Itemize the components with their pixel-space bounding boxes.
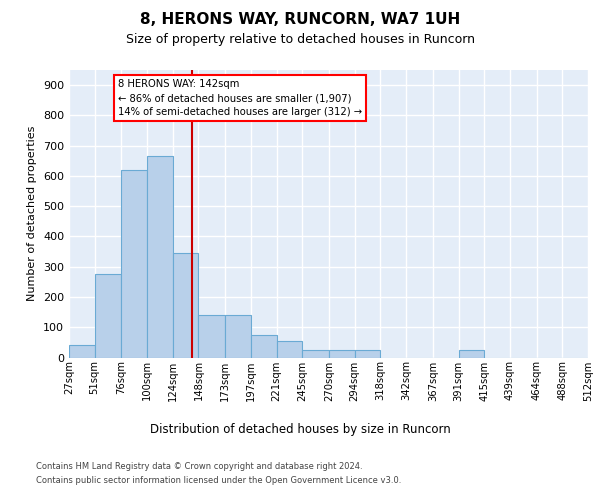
Bar [95,274,121,357]
Text: Contains public sector information licensed under the Open Government Licence v3: Contains public sector information licen… [36,476,401,485]
Text: Size of property relative to detached houses in Runcorn: Size of property relative to detached ho… [125,32,475,46]
Text: 8, HERONS WAY, RUNCORN, WA7 1UH: 8, HERONS WAY, RUNCORN, WA7 1UH [140,12,460,28]
Bar [458,350,484,358]
Bar [251,335,277,357]
Bar [355,350,380,358]
Y-axis label: Number of detached properties: Number of detached properties [28,126,37,302]
Text: Contains HM Land Registry data © Crown copyright and database right 2024.: Contains HM Land Registry data © Crown c… [36,462,362,471]
Bar [302,350,329,358]
Bar [225,315,251,358]
Bar [329,350,355,358]
Bar [121,170,147,358]
Bar [69,346,95,358]
Bar [277,341,302,357]
Text: 8 HERONS WAY: 142sqm
← 86% of detached houses are smaller (1,907)
14% of semi-de: 8 HERONS WAY: 142sqm ← 86% of detached h… [118,79,362,117]
Text: Distribution of detached houses by size in Runcorn: Distribution of detached houses by size … [149,422,451,436]
Bar [173,253,199,358]
Bar [199,315,225,358]
Bar [147,156,173,358]
